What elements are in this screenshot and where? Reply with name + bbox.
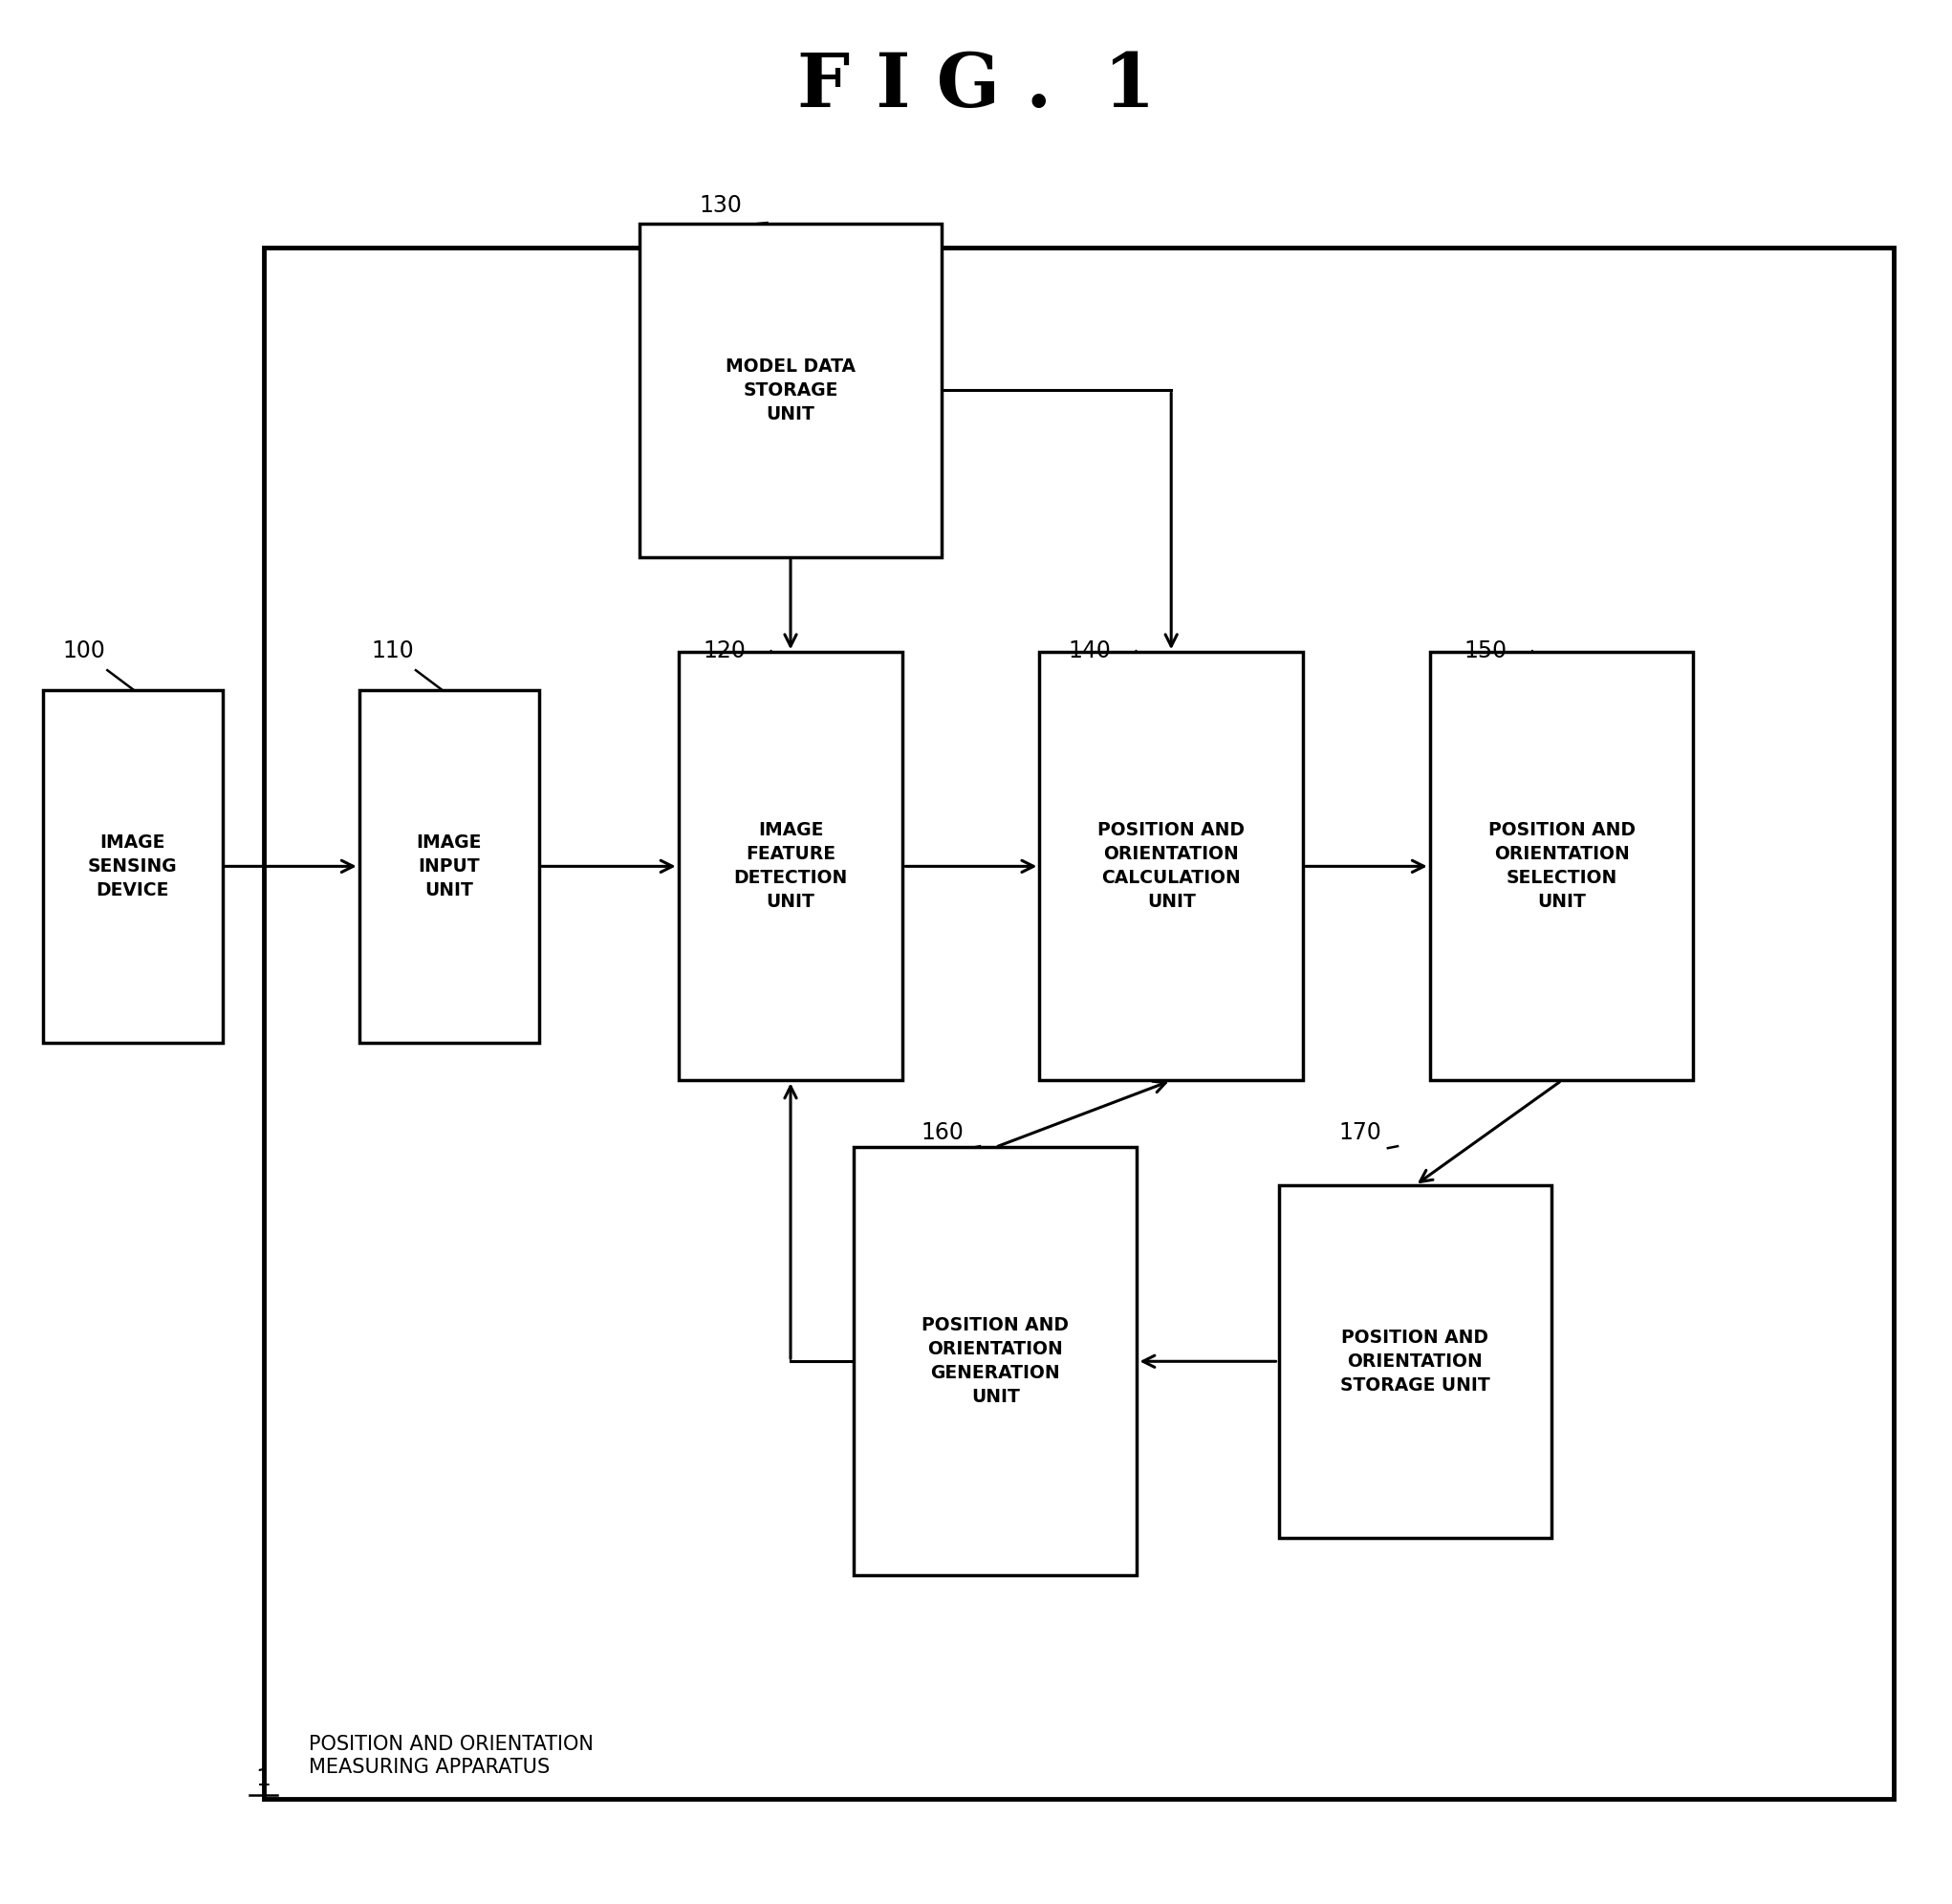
Text: IMAGE
SENSING
DEVICE: IMAGE SENSING DEVICE [88, 834, 178, 899]
Text: MODEL DATA
STORAGE
UNIT: MODEL DATA STORAGE UNIT [726, 358, 855, 423]
Text: 170: 170 [1339, 1121, 1382, 1144]
Text: IMAGE
FEATURE
DETECTION
UNIT: IMAGE FEATURE DETECTION UNIT [734, 821, 847, 912]
Text: 120: 120 [703, 640, 746, 663]
Bar [855, 1146, 1136, 1577]
Text: POSITION AND
ORIENTATION
STORAGE UNIT: POSITION AND ORIENTATION STORAGE UNIT [1341, 1329, 1489, 1394]
Bar [43, 691, 223, 1043]
Text: IMAGE
INPUT
UNIT: IMAGE INPUT UNIT [416, 834, 482, 899]
Text: POSITION AND
ORIENTATION
GENERATION
UNIT: POSITION AND ORIENTATION GENERATION UNIT [921, 1316, 1070, 1407]
Bar [640, 223, 943, 556]
Bar [359, 691, 539, 1043]
Text: POSITION AND
ORIENTATION
SELECTION
UNIT: POSITION AND ORIENTATION SELECTION UNIT [1487, 821, 1636, 912]
Text: 110: 110 [371, 640, 414, 663]
Text: 130: 130 [699, 194, 742, 217]
Bar [1279, 1184, 1552, 1538]
Text: F I G .  1: F I G . 1 [796, 50, 1156, 122]
Bar [1429, 651, 1694, 1080]
Bar [679, 651, 902, 1080]
Bar [1038, 651, 1302, 1080]
Text: 160: 160 [921, 1121, 964, 1144]
Text: 100: 100 [62, 640, 105, 663]
Text: 150: 150 [1464, 640, 1507, 663]
Text: POSITION AND ORIENTATION
MEASURING APPARATUS: POSITION AND ORIENTATION MEASURING APPAR… [308, 1735, 593, 1776]
Text: 140: 140 [1068, 640, 1111, 663]
Text: 1: 1 [256, 1767, 271, 1790]
Bar [264, 248, 1893, 1799]
Text: POSITION AND
ORIENTATION
CALCULATION
UNIT: POSITION AND ORIENTATION CALCULATION UNI… [1097, 821, 1245, 912]
